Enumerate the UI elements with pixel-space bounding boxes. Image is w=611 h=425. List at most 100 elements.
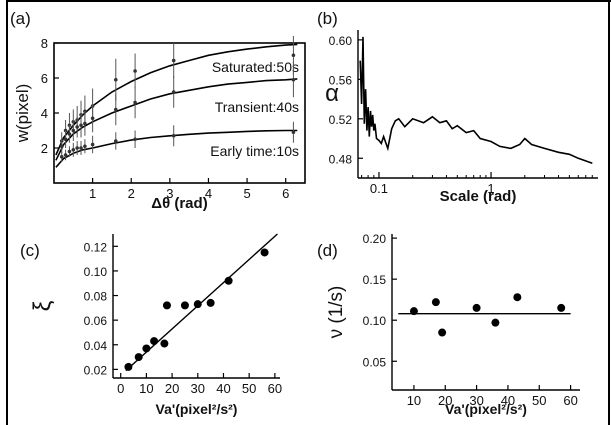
panel-c-x-tick-label: 10 [139, 381, 153, 396]
panel-d-data-point [438, 328, 447, 337]
panel-c-y-tick-label: 0.06 [84, 314, 108, 328]
panel-b-y-tick-label: 0.48 [329, 152, 353, 166]
panel-d-data-point [431, 298, 440, 307]
panel-a-data-point [171, 133, 176, 138]
panel-a-series-label: Saturated:50s [212, 59, 299, 75]
panel-a-data-point [133, 137, 137, 142]
panel-b-series-line [359, 36, 593, 164]
panel-a-data-point [133, 100, 137, 105]
panel-c-y-tick-label: 0.02 [84, 363, 108, 377]
panel-a-data-point [71, 128, 76, 133]
panel-d-y-tick-label: 0.10 [363, 314, 387, 328]
panel-a-data-point [75, 146, 79, 150]
panel-c-x-tick-label: 40 [216, 381, 230, 396]
panel-b-y-tick-label: 0.52 [329, 113, 353, 127]
panel-c-data-point [260, 248, 269, 257]
panel-d-y-axis-label: ν (1/s) [326, 286, 347, 339]
panel-d-x-tick-label: 20 [438, 393, 452, 408]
panel-a-label: (a) [10, 9, 31, 28]
panel-d-data-point [491, 318, 500, 327]
panel-c-data-point [142, 344, 151, 353]
panel-a-y-axis-label: w(pixel) [13, 84, 32, 144]
panel-a-data-point [71, 147, 76, 152]
figure-frame-left [6, 0, 8, 425]
panel-b-y-tick-label: 0.56 [329, 73, 353, 87]
panel-c-x-tick-label: 30 [191, 381, 205, 396]
panel-c-fit-line [125, 233, 278, 372]
panel-a-fit-curve [55, 78, 298, 161]
panel-a-x-tick-label: 6 [282, 186, 289, 201]
panel-c-data-point [150, 337, 159, 346]
panel-a-data-point [133, 69, 137, 73]
panel-a-data-point [83, 121, 87, 126]
panel-a-data-point [83, 144, 87, 149]
panel-a-data-point [113, 77, 118, 82]
panel-a-x-axis-label: Δθ (rad) [151, 195, 207, 212]
panel-a-data-point [67, 149, 72, 154]
panel-a-data-point [291, 77, 296, 82]
panel-c-y-tick-label: 0.12 [84, 240, 108, 254]
panel-b-y-axis-label: α [325, 80, 339, 107]
panel-c-data-point [160, 339, 169, 348]
panel-a-data-point [171, 58, 176, 63]
panel-d-data-point [557, 303, 566, 312]
panel-c-y-axis-label: ξ [29, 300, 56, 311]
panel-d: (d) 0.05 0.10 0.15 0.20 10 20 30 40 50 60 Va'(pixel… [317, 232, 580, 417]
panel-a-data-point [171, 90, 176, 94]
panel-a-data-point [79, 123, 83, 128]
panel-c-data-point [180, 301, 189, 310]
panel-a-data-point [67, 132, 72, 136]
panel-b-label: (b) [317, 9, 338, 28]
panel-a-y-tick-label: 8 [41, 36, 48, 51]
panel-a-data-point [113, 139, 118, 143]
panel-a-series-label: Transient:40s [215, 99, 299, 115]
panel-b-x-tick-label: 0.1 [370, 181, 388, 196]
figure-frame-right [608, 0, 610, 425]
panel-a-y-tick-label: 4 [41, 106, 48, 121]
panel-a-data-point [90, 116, 95, 121]
panel-c-label: (c) [20, 241, 40, 260]
figure-frame-top [6, 0, 611, 2]
panel-a-data-point [90, 142, 95, 147]
panel-c: (c) 0.02 0.04 0.06 0.08 0.10 0.12 0 10 20 30 40 50 60… [20, 233, 282, 417]
panel-a-data-point [75, 125, 79, 129]
panel-d-x-tick-label: 30 [469, 393, 483, 408]
panel-c-y-tick-label: 0.10 [84, 265, 108, 279]
panel-b-x-axis-label: Scale (rad) [440, 188, 517, 205]
panel-d-data-point [409, 307, 418, 316]
panel-c-x-tick-label: 20 [165, 381, 179, 396]
panel-c-data-point [224, 276, 233, 285]
panel-a-data-point [291, 130, 296, 135]
panel-a-data-point [63, 137, 68, 142]
panel-c-data-point [206, 298, 215, 307]
panel-a-data-point [59, 154, 64, 159]
panel-b-x-tick-label: 1 [487, 181, 494, 196]
panel-a: (a) 1 2 3 4 5 6 2 4 6 8 Δθ (rad) w(pixel) Saturated:5… [10, 9, 306, 212]
panel-d-y-tick-label: 0.05 [363, 355, 387, 369]
panel-a-data-point [79, 146, 83, 150]
panel-a-y-tick-label: 6 [41, 71, 48, 86]
panel-c-x-tick-label: 60 [268, 381, 282, 396]
panel-c-x-tick-label: 0 [117, 381, 124, 396]
panel-a-x-tick-label: 4 [205, 186, 212, 201]
panel-a-data-point [59, 144, 64, 149]
panel-d-data-point [472, 303, 481, 312]
panel-d-x-tick-label: 40 [501, 393, 515, 408]
panel-d-x-tick-label: 60 [563, 393, 577, 408]
panel-c-data-point [134, 353, 143, 362]
panel-b-y-tick-label: 0.60 [329, 34, 353, 48]
panel-c-y-tick-label: 0.08 [84, 290, 108, 304]
panel-a-x-tick-label: 2 [128, 186, 135, 201]
panel-a-y-tick-label: 2 [41, 141, 48, 156]
panel-a-data-point [291, 53, 296, 58]
panel-d-y-tick-label: 0.20 [363, 232, 387, 246]
panel-c-data-point [124, 362, 133, 371]
panel-a-x-tick-label: 5 [243, 186, 250, 201]
panel-c-x-axis-label: Va'(pixel²/s²) [156, 401, 238, 417]
panel-d-label: (d) [317, 241, 338, 260]
panel-d-data-point [513, 293, 522, 302]
panel-a-x-tick-label: 3 [166, 186, 173, 201]
